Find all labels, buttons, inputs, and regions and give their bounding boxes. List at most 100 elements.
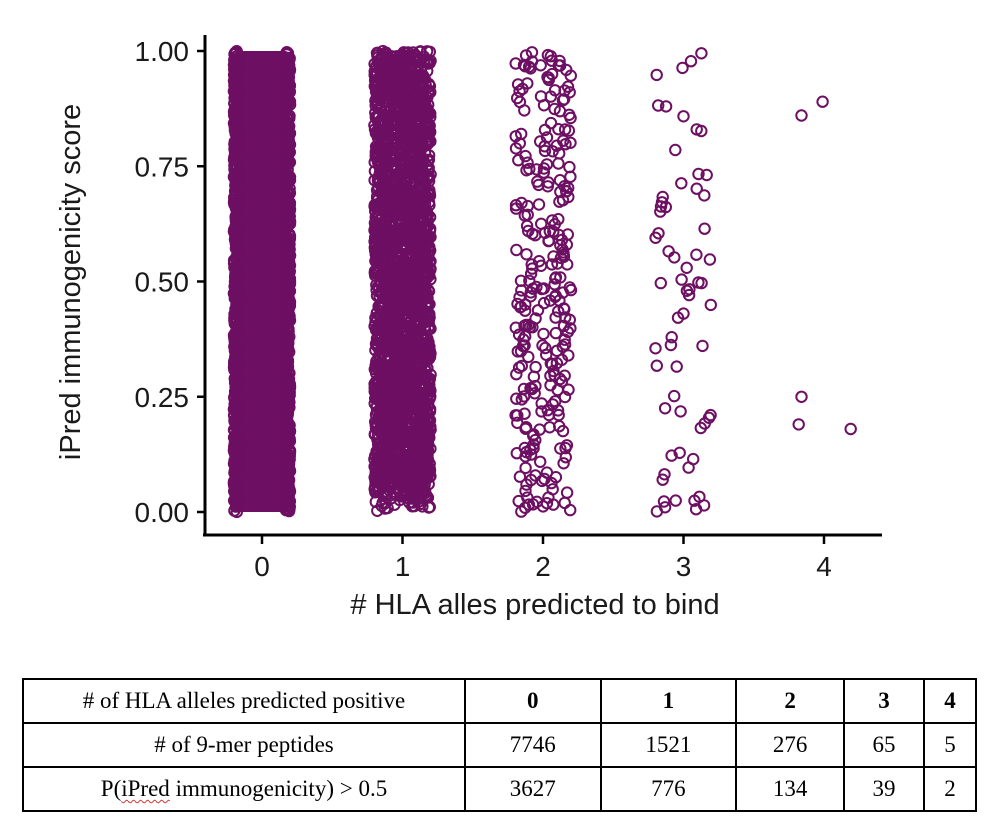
data-point <box>379 473 393 486</box>
data-point <box>402 284 415 298</box>
data-point <box>704 408 717 422</box>
data-point <box>282 127 296 140</box>
data-point <box>560 439 574 452</box>
data-point <box>371 149 385 162</box>
data-point <box>697 499 711 512</box>
data-point <box>377 117 390 130</box>
data-point <box>280 431 294 444</box>
data-point <box>230 276 243 290</box>
data-point <box>229 303 242 316</box>
data-point <box>555 375 569 388</box>
data-point <box>408 48 422 61</box>
data-point <box>282 143 295 157</box>
data-point <box>511 345 524 358</box>
data-point <box>402 355 416 369</box>
data-point <box>404 469 417 482</box>
data-point <box>281 468 295 481</box>
data-point <box>549 395 562 408</box>
data-point <box>370 306 384 320</box>
data-point <box>420 258 434 271</box>
data-point <box>654 205 667 218</box>
data-point <box>668 389 681 403</box>
data-point <box>396 143 410 156</box>
data-point <box>562 383 575 396</box>
data-point <box>532 198 546 211</box>
data-point <box>420 332 433 345</box>
data-point <box>283 297 296 310</box>
data-point <box>526 282 540 295</box>
data-point <box>402 449 415 462</box>
data-point <box>381 331 394 344</box>
data-point <box>421 408 434 421</box>
table-row: # of 9-mer peptides 7746 1521 276 65 5 <box>22 722 978 768</box>
data-point <box>510 368 523 381</box>
data-point <box>230 498 243 511</box>
table-header-cell: 0 <box>464 678 602 724</box>
data-point <box>420 490 434 503</box>
data-point <box>509 199 523 212</box>
data-point <box>521 77 534 90</box>
data-point <box>231 248 245 261</box>
data-point <box>283 232 297 246</box>
data-point <box>280 453 294 466</box>
data-point <box>680 261 693 274</box>
data-point <box>519 484 532 498</box>
data-point <box>283 446 296 459</box>
data-point <box>703 253 717 266</box>
data-point <box>229 354 243 367</box>
data-point <box>402 192 415 205</box>
table-cell: 776 <box>599 766 738 812</box>
data-point <box>369 480 382 493</box>
data-point <box>396 224 409 237</box>
data-point <box>379 148 392 161</box>
data-point <box>654 276 667 290</box>
data-point <box>698 222 711 235</box>
data-point <box>669 143 682 157</box>
data-point <box>529 312 542 325</box>
data-point <box>517 390 531 403</box>
data-point <box>657 495 671 508</box>
data-point <box>544 357 557 370</box>
data-point <box>283 120 296 133</box>
data-point <box>375 271 388 284</box>
table-header-cell: 1 <box>599 678 738 724</box>
data-point <box>424 54 437 68</box>
data-point <box>282 188 295 201</box>
table-cell: 5 <box>922 722 978 768</box>
data-point <box>517 333 530 346</box>
data-point <box>563 108 576 122</box>
data-point <box>406 500 419 513</box>
data-point <box>376 384 389 398</box>
data-point <box>388 390 401 403</box>
data-point <box>559 311 572 324</box>
data-point <box>704 298 717 312</box>
data-point <box>537 327 550 341</box>
data-point <box>398 162 412 176</box>
data-point <box>538 123 552 137</box>
data-point <box>283 156 297 169</box>
data-point <box>230 505 244 519</box>
data-point <box>230 87 243 101</box>
data-point <box>379 124 392 137</box>
table-header-cell: 4 <box>922 678 978 724</box>
y-tick-label: 0.75 <box>135 151 190 182</box>
x-tick-label: 1 <box>395 551 411 582</box>
data-point <box>386 417 400 431</box>
table-header-label: # of HLA alleles predicted positive <box>22 678 466 724</box>
data-point <box>694 421 707 435</box>
data-point <box>384 463 397 476</box>
data-point <box>229 420 243 433</box>
data-point <box>548 278 561 291</box>
data-point <box>544 116 558 130</box>
data-point <box>369 449 382 462</box>
data-point <box>676 61 689 75</box>
data-point <box>520 248 533 261</box>
data-point <box>549 326 562 340</box>
table-header-cell: 2 <box>735 678 845 724</box>
data-point <box>231 470 245 483</box>
data-point <box>230 359 244 372</box>
data-point <box>231 257 244 270</box>
data-point <box>416 479 429 492</box>
data-point <box>411 468 424 481</box>
data-point <box>229 233 242 246</box>
